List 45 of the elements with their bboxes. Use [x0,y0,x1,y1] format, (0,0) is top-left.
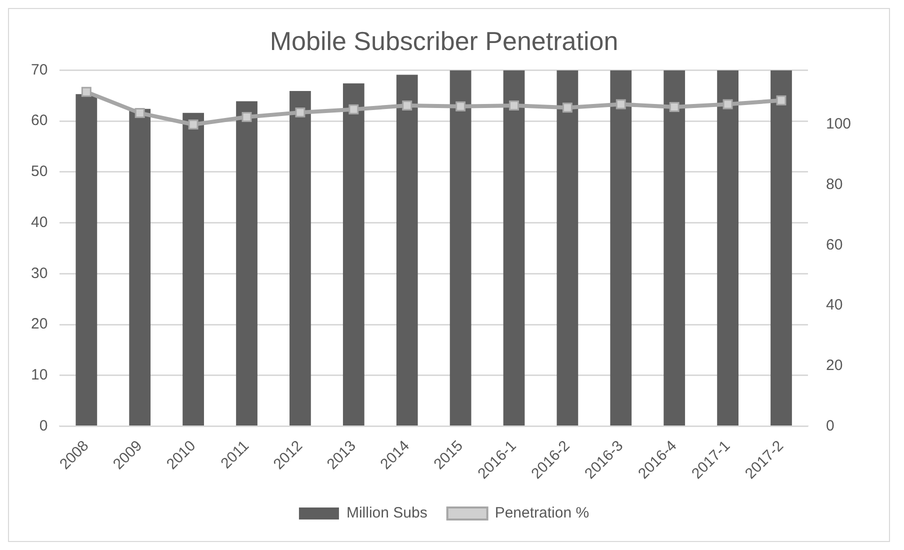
point [295,107,306,118]
y2-tick-label: 100 [826,116,852,133]
y2-tick-label: 40 [826,296,843,314]
point [722,99,733,110]
bar [503,70,525,426]
bar [129,108,151,426]
point [348,104,359,114]
bar [236,101,258,426]
point [134,108,145,118]
bar [182,112,204,426]
legend-label: Million Subs [346,504,428,522]
y-tick-label: 30 [30,264,48,282]
y-tick-label: 0 [39,417,48,434]
bar [76,94,98,426]
bar [717,70,738,426]
bar [342,83,364,426]
y-tick-label: 10 [30,366,48,384]
y2-tick-label: 20 [826,357,843,374]
y-tick-label: 50 [30,163,48,180]
y2-tick-label: 60 [826,236,843,254]
bar [664,70,686,426]
legend-label: Penetration % [494,504,590,522]
point [776,95,786,106]
point [509,100,519,110]
y-tick-label: 70 [30,61,48,78]
bar [556,70,578,426]
point [562,102,572,113]
bar [450,70,472,426]
point [616,99,626,110]
y-tick-label: 60 [30,112,48,130]
bar [770,70,792,426]
point [81,86,92,97]
bar [610,70,632,426]
point [242,112,252,122]
point [188,120,198,130]
point [402,100,412,110]
bar [290,91,311,426]
y-tick-label: 40 [30,214,48,231]
chart-title: Mobile Subscriber Penetration [270,26,618,56]
point [456,101,466,112]
y-tick-label: 20 [30,316,48,333]
y2-tick-label: 0 [826,417,834,434]
point [669,102,680,112]
bar [396,74,418,426]
y2-tick-label: 80 [826,176,843,193]
